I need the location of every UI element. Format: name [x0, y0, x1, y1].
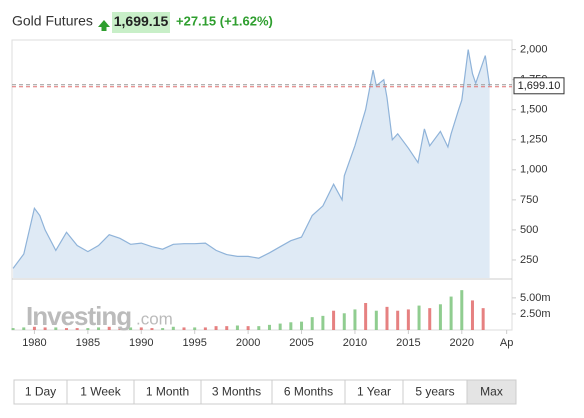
volume-bar: [182, 327, 186, 330]
volume-bar: [193, 327, 197, 330]
x-tick-label: 1985: [76, 337, 100, 349]
range-button-label[interactable]: 1 Year: [357, 385, 391, 399]
volume-bar: [64, 328, 68, 330]
volume-bar: [150, 328, 154, 330]
volume-bar: [107, 326, 111, 330]
x-tick-label: Ap: [500, 337, 513, 349]
volume-bar: [300, 321, 304, 330]
range-button[interactable]: [344, 379, 404, 405]
range-button[interactable]: [66, 379, 135, 405]
volume-bar: [428, 308, 432, 330]
x-tick-label: 1990: [129, 337, 153, 349]
volume-bar: [374, 310, 378, 330]
price-box: [112, 12, 170, 33]
volume-bar: [460, 290, 464, 330]
volume-bar: [161, 328, 165, 330]
y-tick-label: 1,000: [520, 164, 548, 176]
volume-bar: [417, 305, 421, 330]
range-button[interactable]: [466, 379, 517, 405]
volume-bar: [97, 327, 101, 330]
volume-bar: [246, 326, 250, 330]
volume-bar: [54, 327, 58, 330]
y-tick-label: 1,250: [520, 134, 548, 146]
x-tick-label: 2005: [289, 337, 313, 349]
volume-bar: [481, 308, 485, 330]
volume-bar: [332, 310, 336, 330]
x-tick-label: 2000: [236, 337, 260, 349]
volume-bar: [470, 300, 474, 330]
range-button-label[interactable]: 1 Day: [25, 385, 56, 399]
range-button-label[interactable]: 5 years: [415, 385, 454, 399]
watermark-suffix: .com: [136, 309, 173, 328]
volume-bar: [203, 327, 207, 330]
plot-border: [11, 39, 513, 331]
range-button-label[interactable]: 6 Months: [284, 385, 333, 399]
range-button[interactable]: [133, 379, 202, 405]
volume-bar: [396, 310, 400, 330]
volume-bar: [267, 324, 271, 330]
last-price-box: [513, 77, 565, 95]
volume-bar: [22, 327, 26, 330]
last-price-label: 1,699.10: [518, 80, 561, 92]
volume-bar: [438, 304, 442, 330]
volume-bar: [342, 313, 346, 330]
volume-bar: [364, 303, 368, 330]
volume-bar: [321, 315, 325, 330]
title: Gold Futures: [12, 13, 93, 29]
price: 1,699.15: [114, 13, 169, 29]
volume-bar: [310, 317, 314, 330]
y-tick-label: 5.00m: [520, 292, 551, 304]
range-button[interactable]: [13, 379, 68, 405]
volume-bar: [75, 328, 79, 330]
change: +27.15 (+1.62%): [176, 13, 273, 28]
y-tick-label: 250: [520, 254, 538, 266]
price-area: [13, 49, 490, 278]
y-tick-label: 2.50m: [520, 308, 551, 320]
volume-bar: [353, 309, 357, 330]
volume-bar: [225, 326, 229, 330]
volume-bar: [214, 326, 218, 330]
volume-bar: [289, 322, 293, 330]
y-tick-label: 1,500: [520, 104, 548, 116]
volume-bar: [129, 327, 133, 330]
x-tick-label: 2020: [450, 337, 474, 349]
volume-bar: [449, 296, 453, 330]
y-tick-label: 750: [520, 194, 538, 206]
up-arrow: [98, 20, 110, 31]
watermark-brand: Investing: [26, 301, 131, 331]
y-tick-label: 500: [520, 224, 538, 236]
volume-bar: [43, 327, 47, 330]
x-tick-label: 1980: [22, 337, 46, 349]
volume-bar: [86, 328, 90, 330]
x-tick-label: 2010: [343, 337, 367, 349]
watermark: Investing .com: [26, 301, 173, 331]
range-buttons: 1 Day 1 Week 1 Month 3 Months 6 Months 1 Year…: [13, 379, 517, 405]
range-button[interactable]: [271, 379, 346, 405]
range-button-label[interactable]: Max: [480, 385, 503, 399]
volume-bar: [32, 326, 36, 330]
range-button-label[interactable]: 1 Week: [80, 385, 121, 399]
volume-bar: [139, 327, 143, 330]
x-tick-label: 1995: [182, 337, 206, 349]
volume-bar: [118, 327, 122, 330]
range-button-label[interactable]: 1 Month: [146, 385, 189, 399]
volume-bar: [385, 306, 389, 330]
volume-bar: [257, 326, 261, 330]
volume-bar: [171, 326, 175, 330]
volume-bar: [278, 323, 282, 330]
price-line: [12, 49, 491, 269]
y-tick-label: 2,000: [520, 44, 548, 56]
volume-bar: [406, 309, 410, 330]
range-button[interactable]: [402, 379, 468, 405]
x-tick-label: 2015: [396, 337, 420, 349]
volume-bar: [235, 325, 239, 330]
range-button-label[interactable]: 3 Months: [212, 385, 261, 399]
volume-bar: [11, 328, 15, 330]
